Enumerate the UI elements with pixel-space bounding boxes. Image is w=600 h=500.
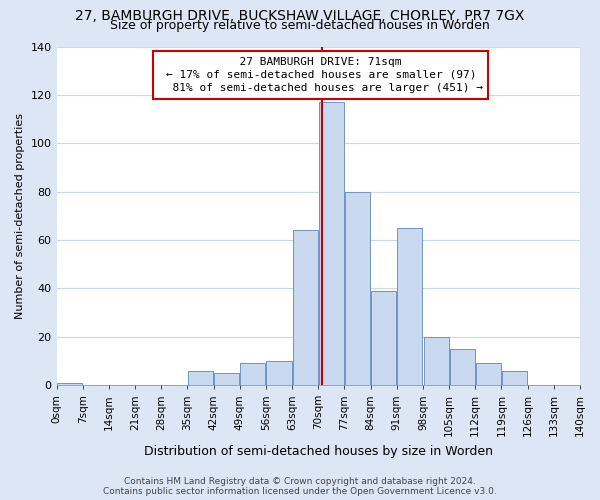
Bar — [241, 364, 265, 385]
Text: Contains HM Land Registry data © Crown copyright and database right 2024.
Contai: Contains HM Land Registry data © Crown c… — [103, 476, 497, 496]
Bar — [293, 230, 318, 385]
Bar — [502, 370, 527, 385]
Bar — [57, 382, 82, 385]
Bar — [476, 364, 501, 385]
Y-axis label: Number of semi-detached properties: Number of semi-detached properties — [15, 113, 25, 319]
Bar — [397, 228, 422, 385]
Bar — [188, 370, 213, 385]
Text: 27, BAMBURGH DRIVE, BUCKSHAW VILLAGE, CHORLEY, PR7 7GX: 27, BAMBURGH DRIVE, BUCKSHAW VILLAGE, CH… — [76, 9, 524, 23]
Bar — [345, 192, 370, 385]
Text: 27 BAMBURGH DRIVE: 71sqm  
← 17% of semi-detached houses are smaller (97)
  81% : 27 BAMBURGH DRIVE: 71sqm ← 17% of semi-d… — [159, 56, 483, 93]
Bar — [449, 348, 475, 385]
Bar — [266, 361, 292, 385]
Bar — [319, 102, 344, 385]
Bar — [424, 336, 449, 385]
Text: Size of property relative to semi-detached houses in Worden: Size of property relative to semi-detach… — [110, 18, 490, 32]
Bar — [371, 290, 396, 385]
Bar — [214, 373, 239, 385]
X-axis label: Distribution of semi-detached houses by size in Worden: Distribution of semi-detached houses by … — [144, 444, 493, 458]
